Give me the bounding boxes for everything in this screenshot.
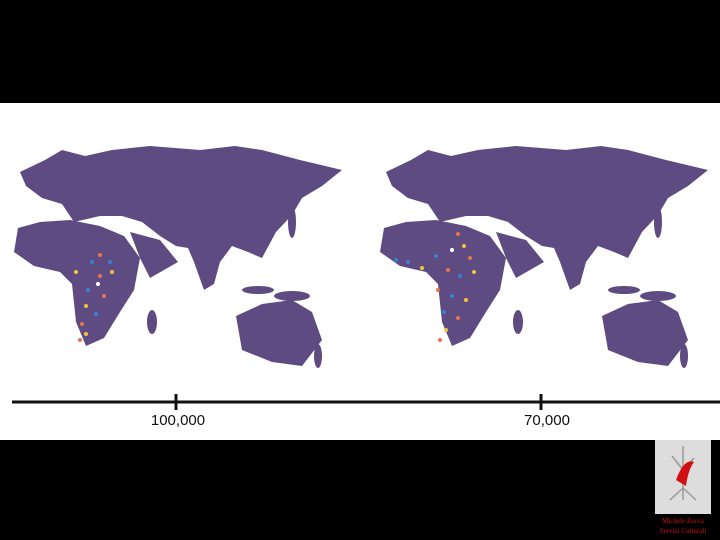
credit-line: Michele Zucca — [662, 517, 705, 525]
logo — [655, 440, 711, 514]
population-dots-right — [394, 232, 476, 342]
credit-line: Servizi Culturali — [660, 527, 707, 535]
timeline-label: 100,000 — [151, 412, 205, 429]
population-dots-left — [74, 253, 114, 342]
timeline-label: 70,000 — [524, 412, 570, 429]
